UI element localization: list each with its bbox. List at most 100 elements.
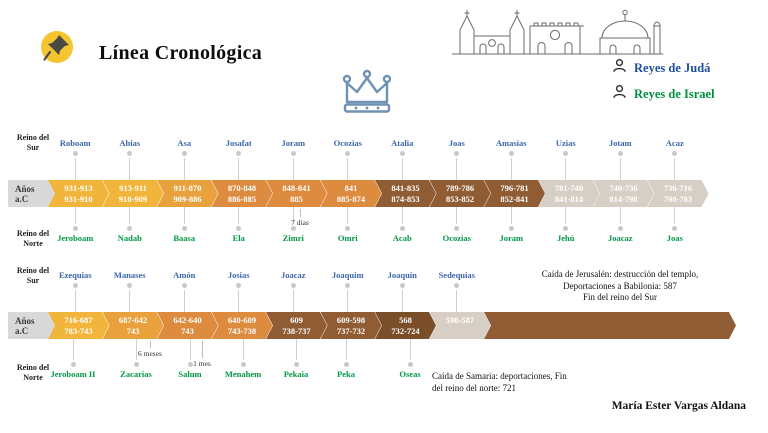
timeline-segment: 716-687 783-743 xyxy=(48,312,109,339)
connector-line xyxy=(238,207,240,224)
segment-years-bottom: 738-737 xyxy=(282,325,311,336)
segment-years-top: 740-736 xyxy=(609,182,638,193)
connector-dot xyxy=(399,283,405,288)
connector-dot xyxy=(617,226,623,231)
timeline-segment: 598-587 xyxy=(430,312,491,339)
king-name: Jeroboam II xyxy=(50,369,96,379)
segment-years-top: 598-587 xyxy=(445,314,475,325)
connector-line xyxy=(456,158,458,180)
connector-line xyxy=(619,158,621,180)
legend-row-israel: Reyes de Israel xyxy=(612,84,715,104)
legend: Reyes de Judá Reyes de Israel xyxy=(612,58,715,104)
king-column: Abias xyxy=(103,138,157,180)
connector-dot xyxy=(508,226,514,231)
timeline-segment: 687-642 743 xyxy=(103,312,164,339)
timeline-segment: 781-740 841-814 xyxy=(539,180,600,207)
connector-dot xyxy=(127,151,133,156)
connector-line xyxy=(242,339,244,360)
segment-years-bottom: 743 xyxy=(126,325,140,336)
king-name: Salum xyxy=(178,369,202,379)
connector-line xyxy=(295,339,297,360)
years-label: Años a.C xyxy=(15,183,35,204)
note-jerusalem: Caída de Jerusalén: destrucción del temp… xyxy=(541,269,699,303)
king-name: Joas xyxy=(448,138,465,148)
king-column: Peka xyxy=(319,339,373,380)
connector-dot xyxy=(563,226,569,231)
king-column: Josias xyxy=(212,270,266,312)
connector-line xyxy=(72,339,74,360)
king-name: Acab xyxy=(392,233,412,243)
connector-dot xyxy=(563,151,569,156)
timeline-segment: 568 732-724 xyxy=(375,312,436,339)
connector-line xyxy=(129,158,131,180)
connector-dot xyxy=(181,283,187,288)
connector-line xyxy=(74,290,76,312)
segment-years-bottom: 910-909 xyxy=(118,193,148,204)
connector-dot xyxy=(127,283,133,288)
connector-dot xyxy=(617,151,623,156)
timeline-segment xyxy=(484,312,736,339)
king-name: Abias xyxy=(119,138,141,148)
connector-dot xyxy=(345,151,351,156)
legend-israel-label: Reyes de Israel xyxy=(634,86,715,101)
crown-icon xyxy=(331,69,403,120)
connector-dot xyxy=(508,151,514,156)
king-column: Joas xyxy=(430,138,484,180)
legend-judah-label: Reyes de Judá xyxy=(634,60,711,75)
connector-dot xyxy=(181,226,187,231)
king-name: Joram xyxy=(281,138,306,148)
connector-dot xyxy=(133,362,139,367)
connector-line xyxy=(183,158,185,180)
timeline-segment: 931-913 931-910 xyxy=(48,180,109,207)
years-label-block: Años a.C xyxy=(8,180,55,207)
king-name: Josias xyxy=(227,270,250,280)
king-name: Amón xyxy=(173,270,196,280)
king-column: Zacarias xyxy=(109,339,163,380)
king-column: Uzias xyxy=(539,138,593,180)
connector-dot xyxy=(454,283,460,288)
years-label: Años a.C xyxy=(15,315,35,336)
connector-dot xyxy=(672,151,678,156)
segment-years-bottom: 852-841 xyxy=(500,193,529,204)
connector-line xyxy=(401,158,403,180)
author-credit: María Ester Vargas Aldana xyxy=(611,400,746,412)
connector-dot xyxy=(72,283,78,288)
timeline-segment: 640-609 743-738 xyxy=(212,312,273,339)
segment-years-bottom: 737-732 xyxy=(336,325,366,336)
segment-years-top: 609-598 xyxy=(336,314,366,325)
segment-years-top: 913-911 xyxy=(119,182,147,193)
connector-dot xyxy=(399,226,405,231)
segment-years-top: 640-609 xyxy=(227,314,257,325)
timeline-segment: 609 738-737 xyxy=(266,312,327,339)
king-column: Sedequias xyxy=(430,270,484,312)
label-reino-del-norte-1: Reino del Norte xyxy=(16,229,50,248)
connector-dot xyxy=(345,283,351,288)
king-name: Ocozias xyxy=(442,233,471,243)
connector-line xyxy=(135,339,137,360)
annotation-label: 6 meses xyxy=(138,349,162,358)
note-samaria: Caída de Samaria: deportaciones, Fin del… xyxy=(432,371,567,393)
king-column: Acab xyxy=(375,207,429,244)
king-name: Joram xyxy=(499,233,524,243)
connector-dot xyxy=(290,226,296,231)
king-name: Amasias xyxy=(495,138,527,148)
connector-dot xyxy=(236,226,242,231)
connector-line xyxy=(292,207,294,224)
timeline-segment: 870-848 886-885 xyxy=(212,180,273,207)
segment-years-bottom: 743-738 xyxy=(227,325,257,336)
connector-line xyxy=(510,158,512,180)
segment-years-top: 781-740 xyxy=(554,182,584,193)
king-name: Jehú xyxy=(557,233,575,243)
king-column: Pekaia xyxy=(269,339,323,380)
connector-line xyxy=(456,207,458,224)
king-name: Ocozias xyxy=(333,138,362,148)
connector-dot xyxy=(407,362,413,367)
king-name: Pekaia xyxy=(283,369,309,379)
page-title: Línea Cronológica xyxy=(99,42,263,64)
segment-years-top: 870-848 xyxy=(227,182,257,193)
label-reino-del-sur-1: Reino del Sur xyxy=(16,133,50,152)
timeline-segment: 841-835 874-853 xyxy=(375,180,436,207)
years-label-block: Años a.C xyxy=(8,312,55,339)
segment-years-top: 642-640 xyxy=(173,314,202,325)
connector-dot xyxy=(70,362,76,367)
